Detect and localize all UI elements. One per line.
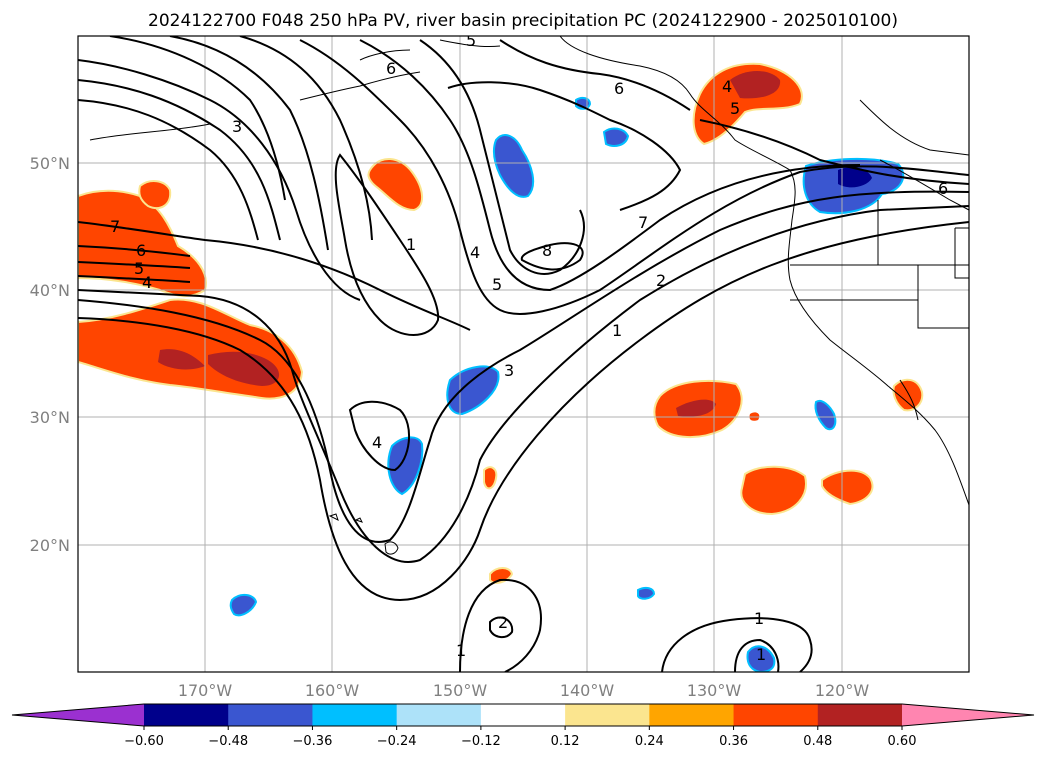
precip-positive-mid (367, 158, 423, 212)
colorbar-tick-label: −0.24 (377, 734, 417, 749)
contour-label: 1 (456, 641, 466, 660)
colorbar-segment (649, 704, 735, 726)
colorbar-tick-label: 0.36 (719, 734, 748, 749)
precip-positive-west (78, 189, 207, 297)
precip-negative-g (229, 594, 258, 617)
precip-strong-center (676, 399, 716, 417)
contour-labels: 7 6 5 4 3 5 6 6 1 4 5 8 7 2 1 3 4 6 4 5 … (110, 31, 948, 664)
precip-negative-f (814, 400, 837, 431)
map-title: 2024122700 F048 250 hPa PV, river basin … (148, 11, 898, 31)
contour-label: 6 (938, 179, 948, 198)
precip-negative-d (602, 127, 630, 147)
precip-negative-h (637, 586, 656, 600)
colorbar-tick-label: 0.24 (635, 734, 664, 749)
colorbar: −0.60 −0.48 −0.36 −0.24 −0.12 0.12 0.24 0.36 0.4… (11, 703, 1035, 749)
precip-strong-west (158, 349, 280, 386)
colorbar-segment (565, 704, 650, 726)
colorbar-segment (144, 704, 229, 726)
contour-label: 5 (134, 259, 144, 278)
lat-label: 40°N (30, 281, 70, 300)
contour-label: 2 (498, 613, 508, 632)
lon-label: 120°W (815, 681, 870, 700)
contour-label: 2 (656, 271, 666, 290)
contour-label: 4 (142, 273, 152, 292)
colorbar-segment (228, 704, 313, 726)
contour-label: 5 (730, 99, 740, 118)
contour-label: 6 (386, 59, 396, 78)
contour-label: 6 (614, 79, 624, 98)
map-frame (77, 35, 970, 673)
precip-positive-small1 (138, 180, 172, 210)
lon-labels: 170°W 160°W 150°W 140°W 130°W 120°W (178, 681, 870, 700)
colorbar-segment (480, 704, 566, 726)
colorbar-segment (817, 704, 903, 726)
contour-label: 5 (492, 275, 502, 294)
precip-negative-i (746, 645, 776, 672)
contour-label: 1 (754, 609, 764, 628)
precip-negative-a (492, 134, 535, 198)
colorbar-segment (396, 704, 482, 726)
contour-label: 3 (504, 361, 514, 380)
lon-label: 170°W (178, 681, 233, 700)
precip-negative-b (446, 365, 500, 416)
map-area: 7 6 5 4 3 5 6 6 1 4 5 8 7 2 1 3 4 6 4 5 … (78, 31, 969, 672)
precip-strong-negative (838, 167, 872, 188)
islands (328, 513, 399, 555)
precip-positive-e2 (821, 469, 874, 506)
precip-strong-canada (730, 71, 781, 99)
lon-label: 160°W (305, 681, 360, 700)
precip-positive-tiny1 (483, 466, 498, 490)
colorbar-tick-label: 0.60 (888, 734, 917, 749)
contour-label: 1 (406, 235, 416, 254)
colorbar-tick-label: −0.60 (124, 734, 164, 749)
colorbar-segment (312, 704, 398, 726)
colorbar-tick-label: 0.48 (803, 734, 832, 749)
precip-positive-baja (892, 378, 924, 412)
colorbar-tick-label: −0.48 (208, 734, 248, 749)
precip-positive-e1 (740, 465, 807, 516)
lon-label: 140°W (560, 681, 615, 700)
contour-label: 4 (470, 243, 480, 262)
lat-label: 20°N (30, 536, 70, 555)
contour-label: 4 (372, 433, 382, 452)
colorbar-tick-label: 0.12 (551, 734, 580, 749)
lon-label: 130°W (687, 681, 742, 700)
lat-label: 50°N (30, 154, 70, 173)
lat-label: 30°N (30, 408, 70, 427)
contour-label: 4 (722, 77, 732, 96)
contour-label: 7 (110, 217, 120, 236)
contour-label: 6 (136, 241, 146, 260)
contour-label: 3 (232, 117, 242, 136)
colorbar-segment (733, 704, 819, 726)
contour-label: 8 (542, 241, 552, 260)
colorbar-tick-label: −0.36 (293, 734, 333, 749)
colorbar-tick-label: −0.12 (461, 734, 501, 749)
contour-label: 5 (466, 31, 476, 50)
lat-labels: 50°N 40°N 30°N 20°N (30, 154, 70, 555)
contour-label: 7 (638, 213, 648, 232)
contour-label: 1 (756, 645, 766, 664)
colorbar-extend-high (902, 704, 1034, 726)
colorbar-extend-low (12, 704, 144, 726)
pv-contours (78, 36, 969, 672)
contour-label: 1 (612, 321, 622, 340)
lon-label: 150°W (433, 681, 488, 700)
